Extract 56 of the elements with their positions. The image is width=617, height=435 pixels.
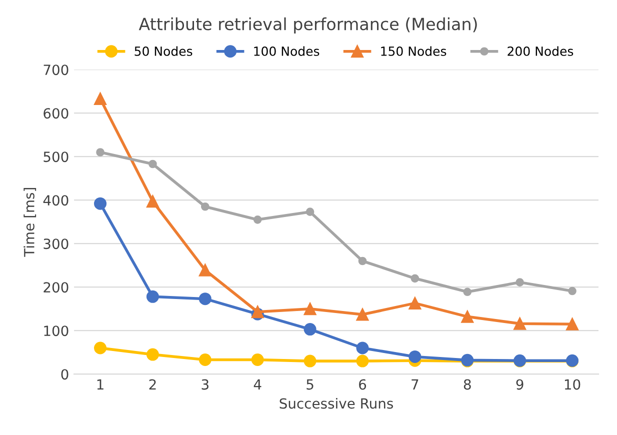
chart-title: Attribute retrieval performance (Median) — [138, 17, 477, 34]
point — [408, 296, 422, 310]
point — [356, 342, 369, 354]
y-tick-label: 600 — [44, 108, 68, 119]
point — [306, 208, 314, 216]
x-tick-label: 8 — [464, 379, 471, 390]
point — [146, 290, 159, 303]
legend-label: 50 Nodes — [134, 46, 192, 56]
point — [568, 286, 576, 296]
y-tick-label: 500 — [44, 152, 68, 162]
x-tick-label: 1 — [97, 379, 104, 390]
y-tick-label: 100 — [44, 326, 68, 336]
point — [356, 308, 369, 321]
y-tick-label: 700 — [44, 64, 68, 76]
point — [94, 197, 107, 210]
point — [408, 350, 422, 363]
x-tick-label: 6 — [359, 379, 366, 390]
point — [96, 148, 104, 156]
y-tick-label: 0 — [61, 369, 68, 380]
point — [304, 302, 316, 316]
x-tick-label: 9 — [516, 379, 524, 390]
point — [356, 354, 369, 368]
point — [198, 353, 212, 366]
point — [198, 264, 212, 276]
point — [566, 318, 579, 330]
point — [146, 195, 159, 208]
point — [304, 323, 316, 336]
x-tick-label: 3 — [202, 379, 208, 390]
x-tick-label: 2 — [149, 379, 156, 390]
point — [200, 202, 210, 211]
point — [148, 160, 157, 168]
y-tick-label: 300 — [44, 238, 68, 250]
point — [514, 317, 526, 330]
legend-label: 200 Nodes — [508, 46, 574, 56]
point — [251, 353, 264, 366]
point — [146, 348, 159, 361]
point — [253, 216, 262, 224]
point — [410, 274, 420, 283]
x-tick-label: 5 — [306, 379, 314, 390]
x-tick-label: 7 — [412, 379, 418, 390]
point — [461, 310, 474, 323]
x-tick-label: 4 — [254, 379, 262, 390]
x-axis-title: Successive Runs — [280, 398, 393, 409]
y-tick-label: 400 — [43, 195, 68, 206]
y-tick-label: 200 — [44, 282, 68, 293]
point — [94, 342, 107, 354]
point — [463, 288, 472, 296]
point — [516, 278, 524, 286]
y-axis-title: Time [ms] — [24, 188, 36, 257]
point — [304, 354, 316, 368]
point — [358, 256, 367, 266]
point — [198, 292, 212, 306]
legend-label: 100 Nodes — [254, 46, 320, 56]
legend-label: 150 Nodes — [381, 46, 446, 56]
point — [94, 92, 107, 105]
x-tick-label: 10 — [564, 379, 580, 390]
